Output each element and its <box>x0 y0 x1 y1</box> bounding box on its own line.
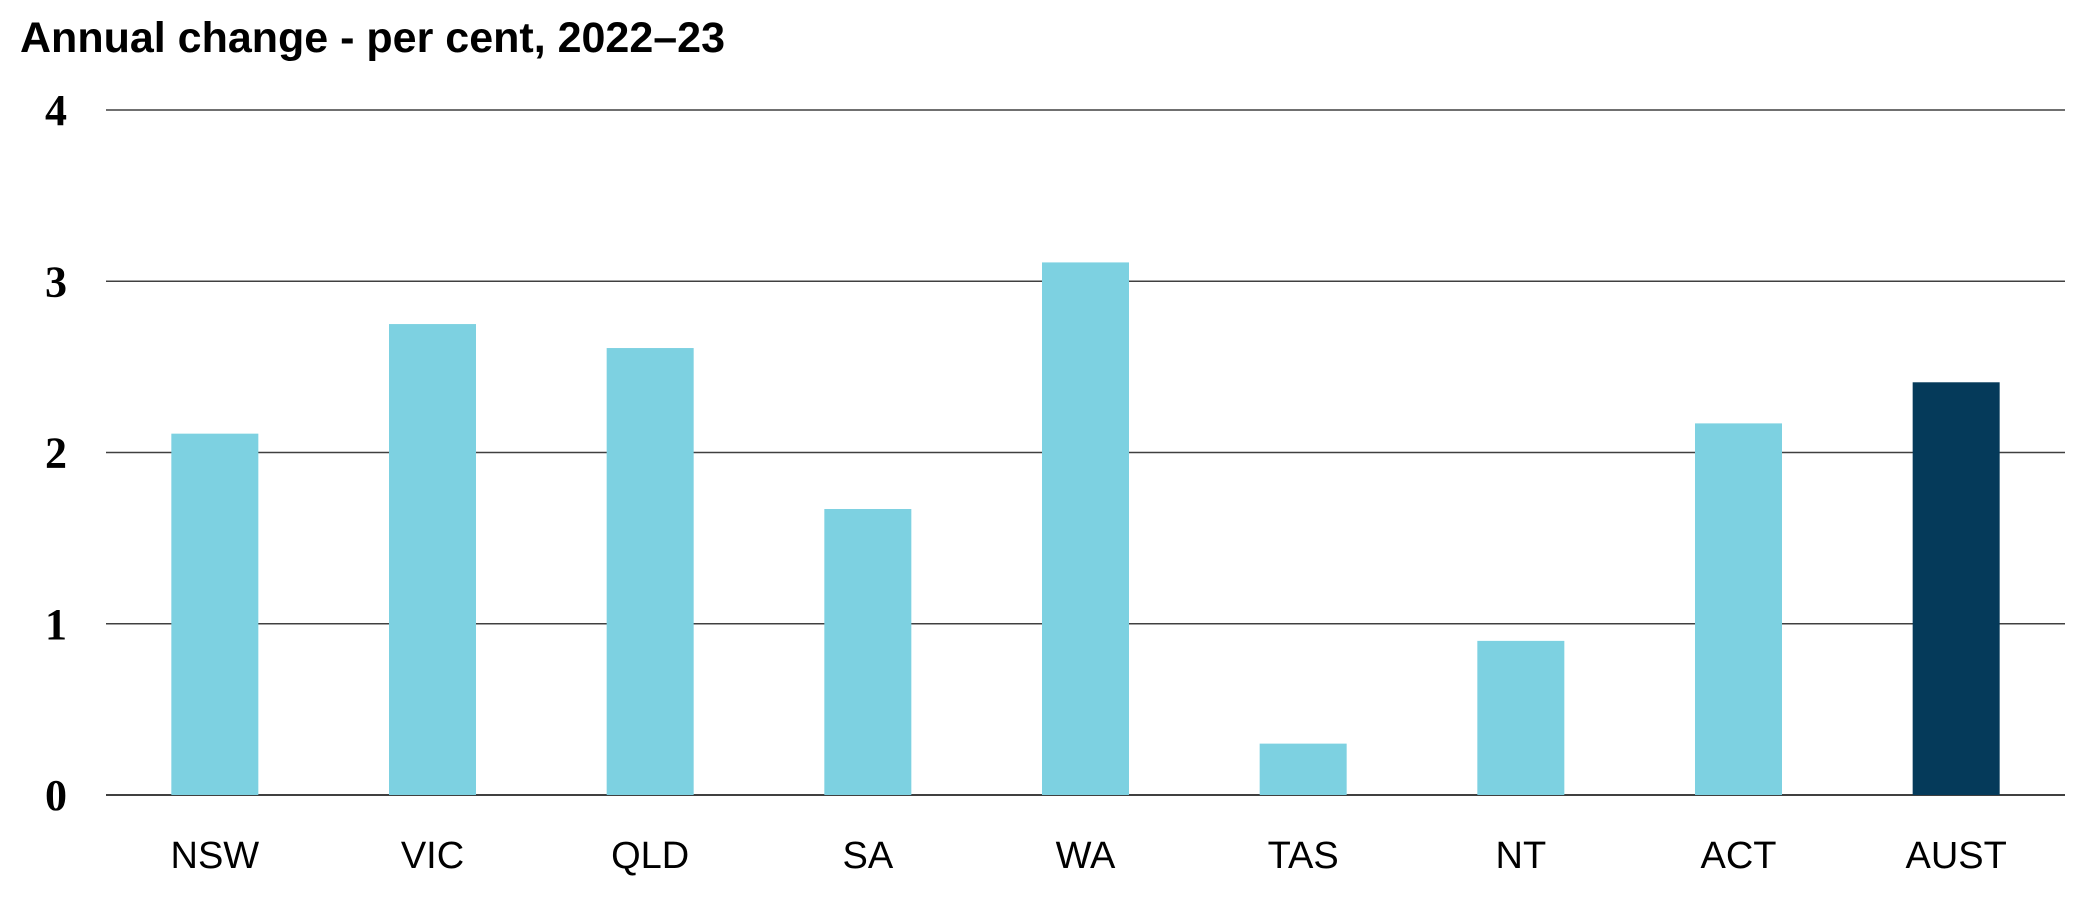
x-tick-label-vic: VIC <box>401 835 464 877</box>
x-tick-label-nt: NT <box>1496 835 1547 877</box>
bar-wa <box>1042 262 1129 796</box>
y-tick-label: 3 <box>45 257 67 306</box>
x-tick-label-aust: AUST <box>1905 835 2006 877</box>
bar-nsw <box>171 433 259 795</box>
chart-title: Annual change - per cent, 2022–23 <box>20 14 725 62</box>
bar-act <box>1695 423 1782 795</box>
y-tick-label: 4 <box>45 86 67 135</box>
y-tick-label: 2 <box>45 429 67 478</box>
bar-nt <box>1477 640 1565 795</box>
x-tick-label-wa: WA <box>1056 835 1116 877</box>
x-tick-label-sa: SA <box>842 835 893 877</box>
x-tick-label-qld: QLD <box>611 835 689 877</box>
x-tick-label-nsw: NSW <box>171 835 260 877</box>
bar-aust <box>1912 382 2000 795</box>
x-tick-label-tas: TAS <box>1268 835 1339 877</box>
x-axis-ticks: NSW VIC QLD SA WA TAS NT ACT AUST <box>171 835 2007 877</box>
bar-tas <box>1259 743 1347 795</box>
bar-sa <box>824 509 912 795</box>
bar-vic <box>389 324 476 795</box>
bars <box>171 262 2000 796</box>
bar-qld <box>606 348 694 795</box>
x-tick-label-act: ACT <box>1701 835 1777 877</box>
y-tick-label: 1 <box>45 600 67 649</box>
y-tick-label: 0 <box>45 771 67 820</box>
y-axis-ticks: 0 1 2 3 4 <box>45 86 67 820</box>
